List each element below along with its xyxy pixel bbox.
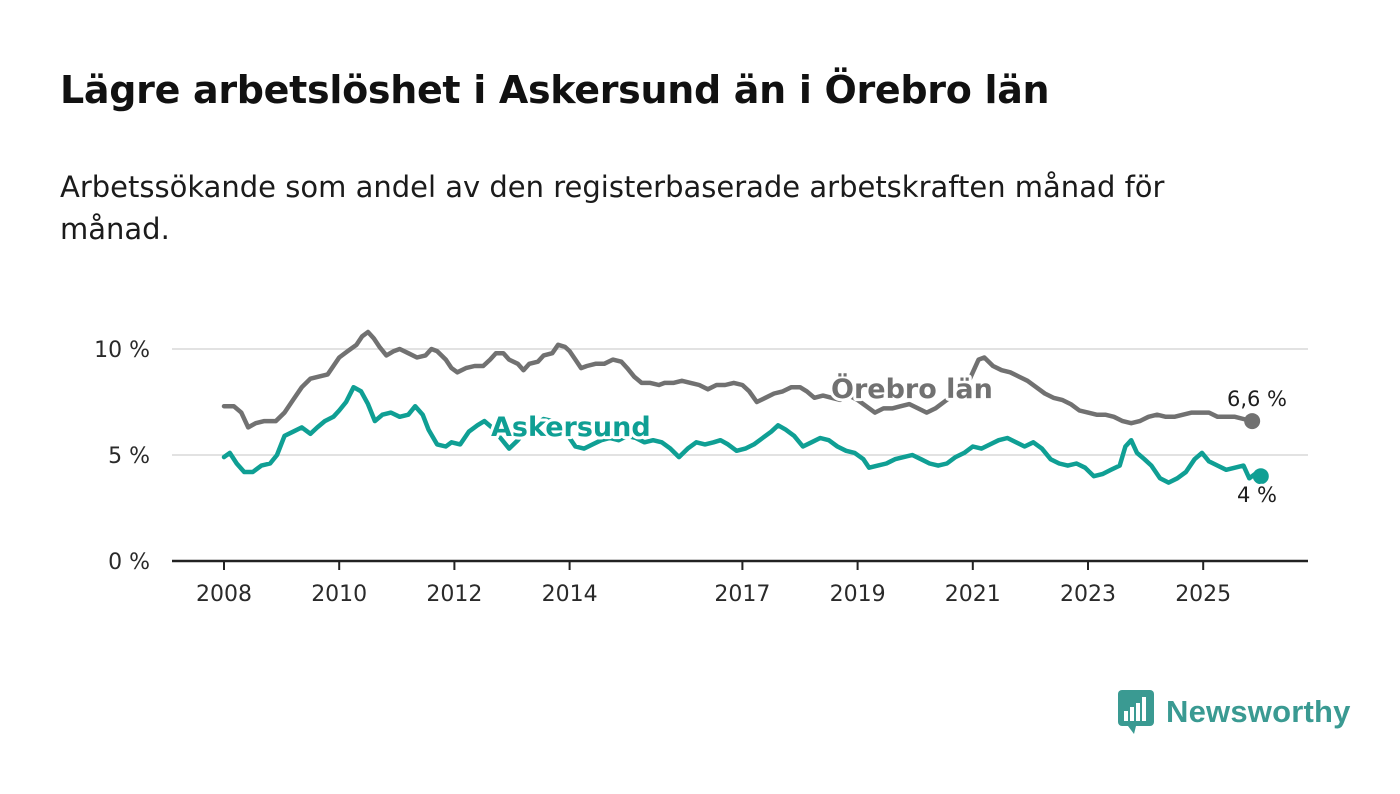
x-tick-label: 2008	[196, 582, 252, 607]
x-tick-label: 2025	[1175, 582, 1231, 607]
askersund-series-label: Askersund	[491, 412, 651, 443]
brand-name: Newsworthy	[1166, 694, 1351, 729]
x-tick-label: 2021	[945, 582, 1001, 607]
newsworthy-logo[interactable]: Newsworthy	[1118, 689, 1351, 735]
x-tick-label: 2014	[542, 582, 598, 607]
x-tick-label: 2012	[426, 582, 482, 607]
x-tick-label: 2019	[830, 582, 886, 607]
askersund-series-line	[221, 384, 1264, 485]
y-tick-label: 5 %	[108, 444, 150, 469]
askersund-series-end-point	[1252, 468, 1269, 485]
chart-subtitle: Arbetssökande som andel av den registerb…	[60, 170, 1165, 246]
y-tick-label: 0 %	[108, 550, 150, 575]
orebro-end-value-label: 6,6 %	[1227, 387, 1287, 411]
orebro-series-label: Örebro län	[831, 372, 993, 405]
orebro-series-end-point	[1244, 413, 1261, 430]
newsworthy-chart-icon	[1118, 690, 1154, 734]
x-tick-label: 2010	[311, 582, 367, 607]
x-tick-label: 2023	[1060, 582, 1116, 607]
y-tick-label: 10 %	[94, 338, 150, 363]
chart-title: Lägre arbetslöshet i Askersund än i Öreb…	[60, 68, 1050, 112]
orebro-series-line	[221, 329, 1255, 430]
askersund-end-value-label: 4 %	[1237, 483, 1277, 507]
x-tick-label: 2017	[714, 582, 770, 607]
